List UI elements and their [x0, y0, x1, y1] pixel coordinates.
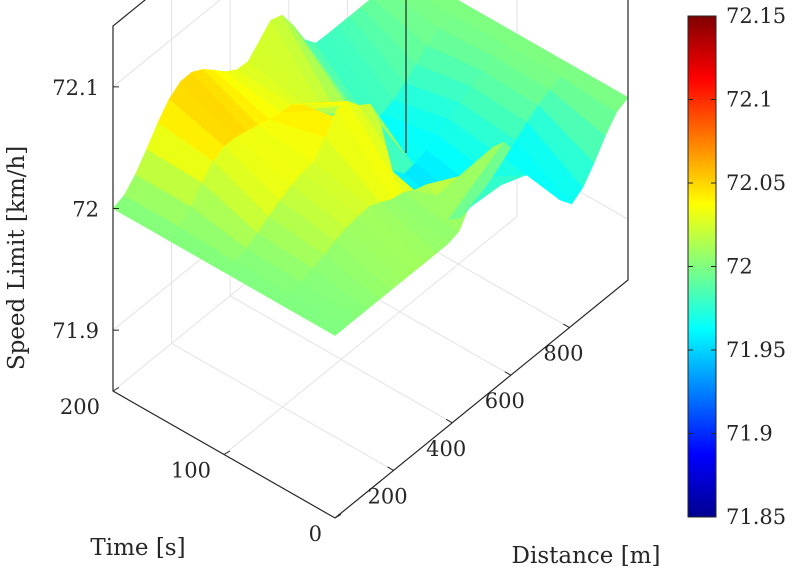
colorbar-tick-label: 71.9 — [726, 422, 773, 446]
x-tick-mark — [563, 323, 570, 329]
z-gridline — [112, 0, 221, 88]
tick-layer: 200 400 600 800 0 100 200 71.9 72 72.1 — [52, 76, 583, 546]
x-tick-label: 400 — [426, 437, 466, 461]
y-gridline — [223, 0, 518, 455]
z-tick-label: 72 — [72, 198, 99, 222]
colorbar-tick-label: 72.15 — [726, 4, 786, 28]
colorbar-tick-label: 71.85 — [726, 505, 786, 529]
y-tick-mark — [223, 450, 231, 455]
z-tick-label: 72.1 — [52, 76, 99, 100]
x-tick-mark — [445, 418, 453, 424]
x-tick-mark — [504, 371, 512, 376]
colorbar-tick-label: 72.1 — [726, 88, 773, 112]
y-tick-label: 200 — [60, 395, 100, 419]
y-tick-mark — [112, 387, 120, 392]
x-tick-mark — [387, 466, 394, 471]
z-tick-label: 71.9 — [52, 319, 99, 343]
z-axis-title: Speed Limit [km/h] — [4, 146, 30, 370]
colorbar-tick-label: 72 — [726, 255, 753, 279]
x-tick-label: 600 — [485, 389, 525, 413]
y-tick-label: 100 — [171, 459, 211, 483]
x-axis-title: Distance [m] — [512, 543, 661, 569]
y-axis-title: Time [s] — [90, 535, 185, 561]
colorbar-tick-label: 72.05 — [726, 171, 786, 195]
y-tick-label: 0 — [309, 522, 322, 546]
y-tick-mark — [334, 514, 342, 519]
x-tick-label: 200 — [368, 484, 408, 508]
colorbar-ticks: 71.85 71.9 71.95 72 72.05 72.1 72.15 — [688, 4, 786, 529]
surface-layer — [112, 0, 629, 336]
colorbar-tick-label: 71.95 — [726, 338, 786, 362]
x-tick-label: 800 — [543, 342, 583, 366]
